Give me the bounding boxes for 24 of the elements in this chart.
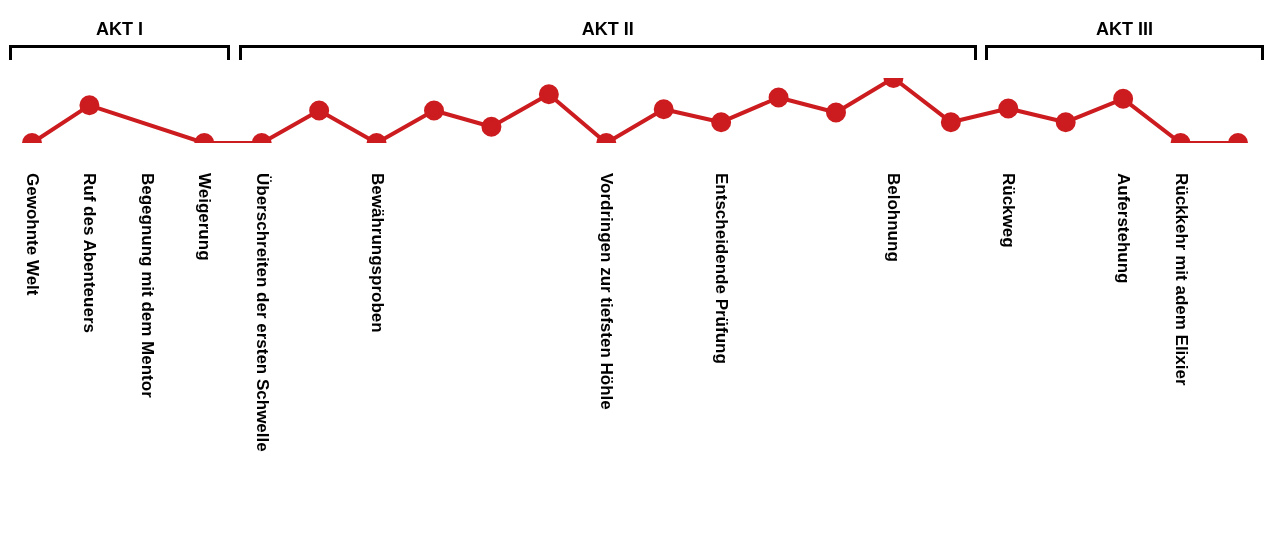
x-tick-label: Bewährungsproben bbox=[366, 173, 387, 333]
x-tick-label: Ruf des Abenteuers bbox=[79, 173, 100, 333]
text: AKT I bbox=[95, 18, 145, 40]
point bbox=[424, 100, 444, 121]
point bbox=[826, 102, 846, 123]
point bbox=[998, 98, 1019, 119]
x-tick-label: Überschreiten der ersten Schwelle bbox=[251, 173, 272, 452]
point bbox=[538, 84, 559, 105]
point bbox=[1113, 88, 1134, 109]
x-tick-label: Weigerung bbox=[194, 173, 215, 261]
point bbox=[79, 95, 100, 116]
x-tick-label: Entscheidende Prüfung bbox=[711, 173, 732, 364]
point bbox=[653, 99, 674, 120]
text: AKT III bbox=[1095, 18, 1155, 40]
x-tick-label: Rückkehr mit adem Elixier bbox=[1170, 173, 1191, 386]
x-tick-label: Vordringen zur tiefsten Höhle bbox=[596, 173, 617, 410]
point bbox=[309, 100, 330, 121]
x-tick-label: Begegnung mit dem Mentor bbox=[136, 173, 157, 398]
x-tick-label: Gewohnte Welt bbox=[22, 173, 42, 296]
text: AKT II bbox=[580, 18, 635, 40]
x-tick-label: Rückweg bbox=[998, 173, 1019, 248]
x-tick-label: Belohnung bbox=[883, 173, 904, 262]
x-tick-label: Auferstehung bbox=[1113, 173, 1134, 284]
point bbox=[768, 87, 789, 108]
